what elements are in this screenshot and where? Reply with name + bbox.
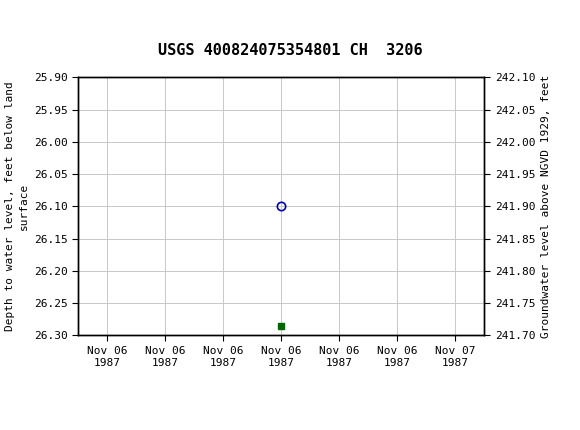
Text: ≡USGS: ≡USGS (14, 10, 69, 28)
Text: USGS 400824075354801 CH  3206: USGS 400824075354801 CH 3206 (158, 43, 422, 58)
Y-axis label: Depth to water level, feet below land
surface: Depth to water level, feet below land su… (5, 82, 28, 331)
Y-axis label: Groundwater level above NGVD 1929, feet: Groundwater level above NGVD 1929, feet (541, 75, 551, 338)
